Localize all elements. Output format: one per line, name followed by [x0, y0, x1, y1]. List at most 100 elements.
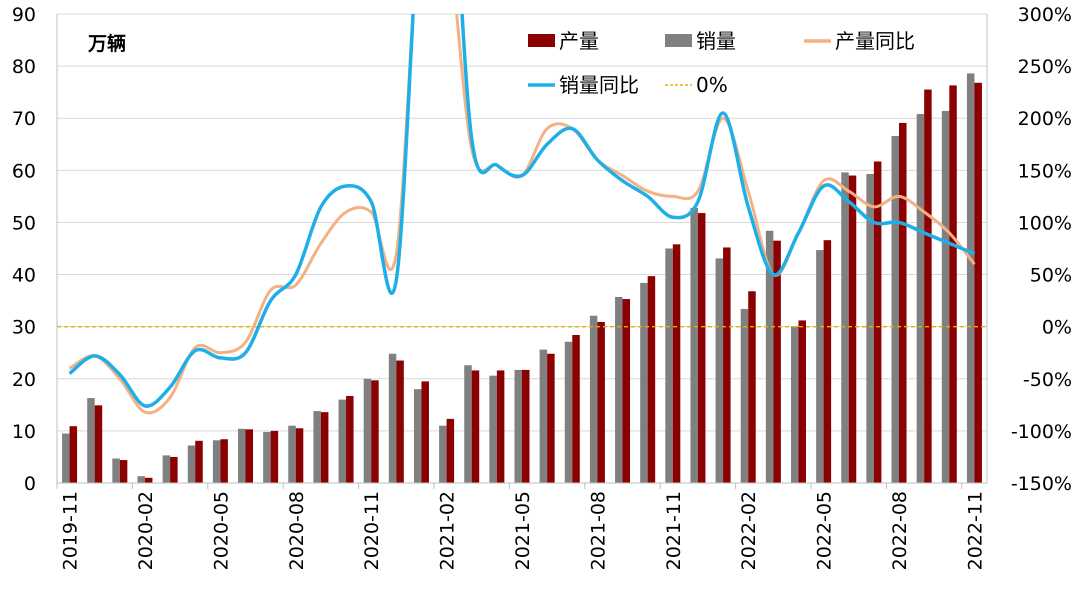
left-tick-label: 80: [12, 56, 36, 78]
bar-production: [471, 370, 480, 483]
x-tick-label: 2021-05: [512, 491, 534, 570]
bar-sales: [816, 250, 824, 483]
legend-label: 0%: [696, 73, 728, 97]
bar-production: [421, 381, 429, 483]
legend-item: 销量同比: [528, 73, 639, 97]
left-tick-label: 70: [12, 108, 36, 130]
x-axis-ticks: 2019-11 2020-02 2020-05 2020-08 2020-11 2021-…: [56, 483, 986, 570]
bar-production: [773, 240, 781, 483]
bars: [62, 73, 982, 484]
x-tick-label: 2022-05: [814, 491, 836, 570]
bar-sales: [564, 341, 573, 483]
bar-sales: [263, 431, 271, 483]
bar-production: [522, 369, 530, 483]
left-tick-label: 20: [12, 369, 36, 391]
bar-production: [873, 161, 882, 484]
bar-sales: [313, 411, 321, 483]
bar-production: [245, 429, 254, 483]
bar-production: [597, 321, 605, 483]
right-tick-label: -100%: [1011, 421, 1072, 443]
bar-sales: [187, 445, 196, 483]
bar-sales: [413, 389, 422, 483]
x-tick-label: 2020-05: [210, 491, 232, 570]
bar-production: [446, 418, 455, 483]
right-axis-ticks: -150% -100% -50% 0% 50% 100% 150% 200% 250% 300%: [1011, 4, 1072, 495]
legend-label: 产量同比: [835, 29, 915, 53]
bar-production: [346, 395, 354, 483]
bar-production: [144, 477, 153, 483]
bar-production: [748, 291, 756, 483]
left-tick-label: 40: [12, 265, 36, 287]
x-tick-label: 2021-08: [587, 491, 609, 570]
legend-item: 产量同比: [804, 29, 915, 53]
right-tick-label: 300%: [1018, 4, 1072, 26]
bar-sales: [589, 315, 598, 483]
right-tick-label: 50%: [1030, 265, 1072, 287]
bar-production: [170, 456, 178, 483]
bar-production: [848, 175, 857, 484]
bar-sales: [841, 172, 849, 483]
bar-production: [622, 299, 631, 483]
bar-sales: [238, 428, 246, 483]
bar-sales: [137, 476, 145, 483]
bar-production: [295, 428, 304, 483]
bar-sales: [112, 458, 120, 483]
bar-sales: [665, 248, 673, 483]
bar-production: [672, 244, 681, 483]
bar-production: [119, 460, 128, 483]
line-sales-yoy: [68, 14, 976, 408]
bar-production: [496, 370, 505, 483]
x-tick-label: 2022-08: [889, 491, 911, 570]
bar-production: [899, 122, 907, 483]
right-tick-label: -50%: [1023, 369, 1072, 391]
left-tick-label: 10: [12, 421, 36, 443]
axes: [56, 14, 988, 484]
bar-production: [396, 360, 404, 483]
bar-sales: [615, 296, 623, 483]
bar-production: [823, 240, 832, 483]
x-tick-label: 2019-11: [60, 491, 82, 570]
bar-production: [320, 412, 329, 483]
bar-sales: [765, 230, 774, 483]
x-tick-label: 2020-11: [361, 491, 383, 570]
bar-production: [220, 439, 228, 483]
bar-production: [798, 320, 806, 483]
right-tick-label: 150%: [1018, 160, 1072, 182]
legend-swatch: [528, 34, 555, 47]
bar-sales: [539, 349, 548, 483]
bar-sales: [489, 375, 497, 483]
bar-sales: [464, 365, 472, 483]
left-tick-label: 0: [24, 473, 36, 495]
legend-item: 产量: [528, 29, 599, 53]
left-tick-label: 60: [12, 160, 36, 182]
bar-sales: [212, 440, 221, 483]
bar-sales: [288, 425, 296, 483]
left-tick-label: 90: [12, 4, 36, 26]
bar-production: [547, 353, 555, 483]
x-tick-label: 2020-02: [135, 491, 157, 570]
bar-sales: [966, 73, 975, 483]
right-tick-label: 0%: [1042, 317, 1072, 339]
unit-label: 万辆: [87, 32, 126, 55]
x-tick-label: 2022-11: [964, 491, 986, 570]
bar-sales: [363, 378, 372, 483]
bar-sales: [715, 258, 724, 483]
right-tick-label: -150%: [1011, 473, 1072, 495]
bar-production: [924, 89, 932, 484]
bar-production: [723, 247, 731, 483]
bar-sales: [866, 173, 874, 483]
bar-production: [647, 276, 656, 483]
bar-production: [69, 426, 78, 483]
bar-sales: [640, 282, 648, 483]
bar-sales: [916, 114, 925, 483]
bar-sales: [62, 433, 70, 483]
bar-sales: [514, 369, 522, 483]
bar-sales: [338, 399, 347, 483]
legend-item: 销量: [665, 29, 736, 53]
legend-label: 产量: [559, 29, 599, 53]
x-tick-label: 2022-02: [738, 491, 760, 570]
x-tick-label: 2021-02: [437, 491, 459, 570]
bar-sales: [941, 110, 950, 483]
